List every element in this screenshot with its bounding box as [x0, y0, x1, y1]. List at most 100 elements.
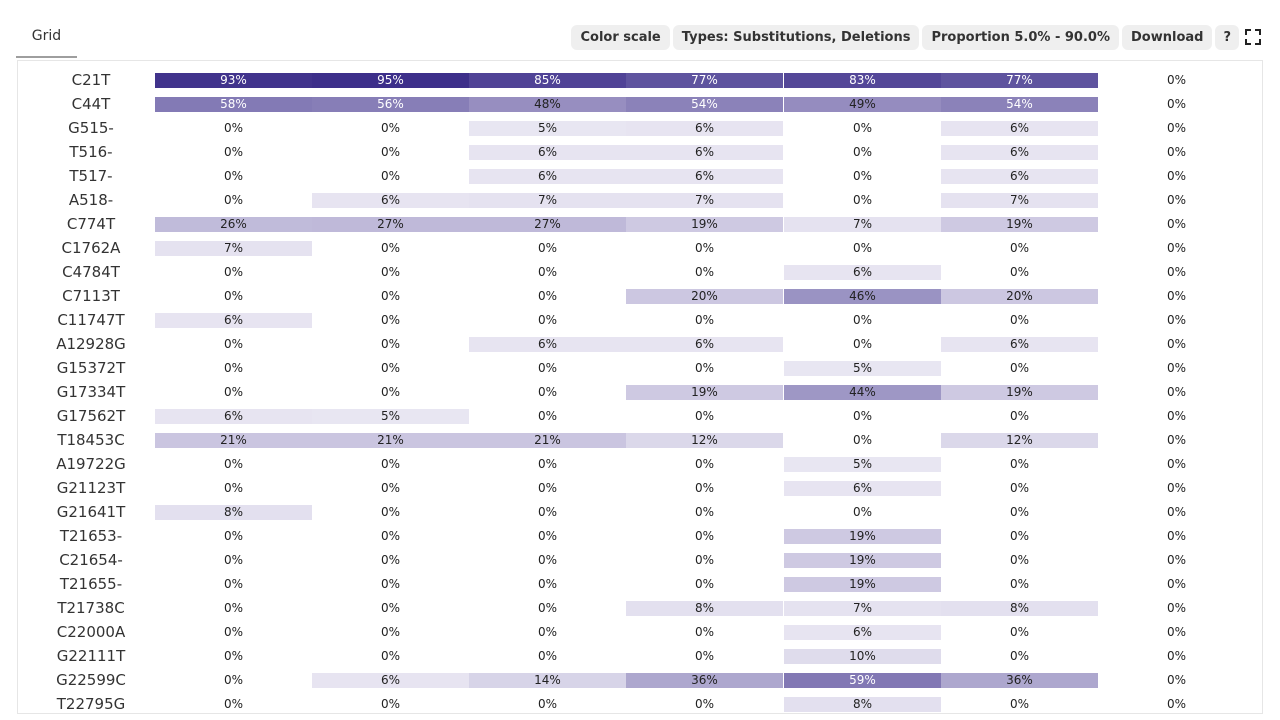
- grid-cell[interactable]: 0%: [537, 313, 558, 327]
- grid-cell[interactable]: 0%: [1009, 577, 1030, 591]
- grid-cell[interactable]: 0%: [1009, 649, 1030, 663]
- grid-cell[interactable]: 0%: [1009, 553, 1030, 567]
- grid-cell[interactable]: 20%: [941, 289, 1098, 304]
- grid-cell[interactable]: 0%: [694, 481, 715, 495]
- grid-cell[interactable]: 0%: [380, 553, 401, 567]
- grid-cell[interactable]: 6%: [312, 673, 469, 688]
- grid-cell[interactable]: 58%: [155, 97, 312, 112]
- grid-cell-total[interactable]: 0%: [1166, 577, 1187, 591]
- grid-cell[interactable]: 0%: [852, 409, 873, 423]
- grid-cell-total[interactable]: 0%: [1166, 649, 1187, 663]
- grid-cell[interactable]: 0%: [380, 649, 401, 663]
- grid-cell[interactable]: 0%: [380, 169, 401, 183]
- grid-cell[interactable]: 12%: [941, 433, 1098, 448]
- grid-cell-total[interactable]: 0%: [1166, 241, 1187, 255]
- grid-cell[interactable]: 0%: [223, 169, 244, 183]
- help-button[interactable]: ?: [1215, 24, 1239, 50]
- grid-cell[interactable]: 0%: [223, 673, 244, 687]
- grid-cell[interactable]: 0%: [852, 313, 873, 327]
- grid-cell[interactable]: 6%: [155, 313, 312, 328]
- grid-cell[interactable]: 0%: [1009, 697, 1030, 711]
- grid-cell[interactable]: 0%: [223, 553, 244, 567]
- grid-cell-total[interactable]: 0%: [1166, 337, 1187, 351]
- grid-cell[interactable]: 6%: [626, 169, 783, 184]
- grid-cell[interactable]: 0%: [1009, 361, 1030, 375]
- grid-cell[interactable]: 0%: [852, 433, 873, 447]
- grid-cell-total[interactable]: 0%: [1166, 361, 1187, 375]
- grid-cell[interactable]: 6%: [626, 145, 783, 160]
- grid-cell[interactable]: 7%: [626, 193, 783, 208]
- grid-cell[interactable]: 6%: [941, 337, 1098, 352]
- grid-cell[interactable]: 21%: [469, 433, 626, 448]
- grid-cell[interactable]: 0%: [537, 529, 558, 543]
- grid-cell-total[interactable]: 0%: [1166, 481, 1187, 495]
- grid-cell-total[interactable]: 0%: [1166, 193, 1187, 207]
- grid-cell[interactable]: 0%: [380, 529, 401, 543]
- grid-cell[interactable]: 0%: [852, 337, 873, 351]
- grid-cell[interactable]: 19%: [784, 553, 941, 568]
- grid-cell[interactable]: 0%: [223, 145, 244, 159]
- grid-cell[interactable]: 0%: [537, 385, 558, 399]
- grid-cell[interactable]: 0%: [852, 169, 873, 183]
- grid-cell[interactable]: 6%: [469, 169, 626, 184]
- grid-cell[interactable]: 0%: [380, 385, 401, 399]
- grid-cell[interactable]: 6%: [784, 625, 941, 640]
- grid-cell[interactable]: 6%: [941, 145, 1098, 160]
- grid-cell-total[interactable]: 0%: [1166, 433, 1187, 447]
- color-scale-button[interactable]: Color scale: [571, 24, 670, 50]
- grid-cell[interactable]: 19%: [626, 385, 783, 400]
- grid-cell[interactable]: 5%: [469, 121, 626, 136]
- grid-cell[interactable]: 54%: [941, 97, 1098, 112]
- grid-cell[interactable]: 0%: [694, 241, 715, 255]
- grid-cell[interactable]: 6%: [469, 337, 626, 352]
- grid-cell[interactable]: 0%: [223, 265, 244, 279]
- grid-cell[interactable]: 0%: [380, 361, 401, 375]
- grid-cell[interactable]: 0%: [537, 481, 558, 495]
- grid-cell[interactable]: 0%: [694, 697, 715, 711]
- grid-cell[interactable]: 0%: [380, 697, 401, 711]
- grid-cell[interactable]: 77%: [626, 73, 783, 88]
- grid-cell[interactable]: 0%: [1009, 481, 1030, 495]
- grid-cell-total[interactable]: 0%: [1166, 265, 1187, 279]
- grid-cell[interactable]: 19%: [941, 217, 1098, 232]
- grid-cell[interactable]: 14%: [469, 673, 626, 688]
- grid-cell[interactable]: 0%: [694, 529, 715, 543]
- grid-cell[interactable]: 0%: [223, 193, 244, 207]
- grid-cell[interactable]: 0%: [223, 577, 244, 591]
- grid-cell[interactable]: 0%: [537, 577, 558, 591]
- grid-cell-total[interactable]: 0%: [1166, 553, 1187, 567]
- grid-cell[interactable]: 49%: [784, 97, 941, 112]
- grid-cell-total[interactable]: 0%: [1166, 169, 1187, 183]
- grid-cell[interactable]: 0%: [537, 241, 558, 255]
- grid-cell[interactable]: 0%: [380, 337, 401, 351]
- grid-cell[interactable]: 46%: [784, 289, 941, 304]
- grid-cell[interactable]: 0%: [223, 337, 244, 351]
- grid-cell[interactable]: 0%: [223, 697, 244, 711]
- grid-cell[interactable]: 27%: [312, 217, 469, 232]
- grid-cell[interactable]: 36%: [941, 673, 1098, 688]
- grid-cell-total[interactable]: 0%: [1166, 409, 1187, 423]
- types-filter-button[interactable]: Types: Substitutions, Deletions: [672, 24, 920, 50]
- grid-cell[interactable]: 95%: [312, 73, 469, 88]
- grid-cell[interactable]: 21%: [312, 433, 469, 448]
- grid-cell[interactable]: 0%: [852, 505, 873, 519]
- grid-cell[interactable]: 7%: [784, 601, 941, 616]
- grid-cell[interactable]: 0%: [537, 409, 558, 423]
- grid-cell[interactable]: 6%: [941, 121, 1098, 136]
- grid-cell[interactable]: 19%: [941, 385, 1098, 400]
- grid-cell[interactable]: 19%: [784, 529, 941, 544]
- grid-cell[interactable]: 0%: [852, 145, 873, 159]
- grid-cell-total[interactable]: 0%: [1166, 505, 1187, 519]
- grid-cell[interactable]: 6%: [626, 337, 783, 352]
- grid-cell[interactable]: 0%: [537, 553, 558, 567]
- grid-cell[interactable]: 0%: [223, 529, 244, 543]
- grid-cell[interactable]: 48%: [469, 97, 626, 112]
- grid-cell[interactable]: 0%: [223, 385, 244, 399]
- grid-cell[interactable]: 0%: [380, 505, 401, 519]
- grid-cell[interactable]: 0%: [223, 481, 244, 495]
- grid-cell[interactable]: 8%: [941, 601, 1098, 616]
- grid-cell[interactable]: 0%: [223, 289, 244, 303]
- proportion-filter-button[interactable]: Proportion 5.0% - 90.0%: [922, 24, 1119, 50]
- grid-cell[interactable]: 36%: [626, 673, 783, 688]
- grid-cell[interactable]: 6%: [469, 145, 626, 160]
